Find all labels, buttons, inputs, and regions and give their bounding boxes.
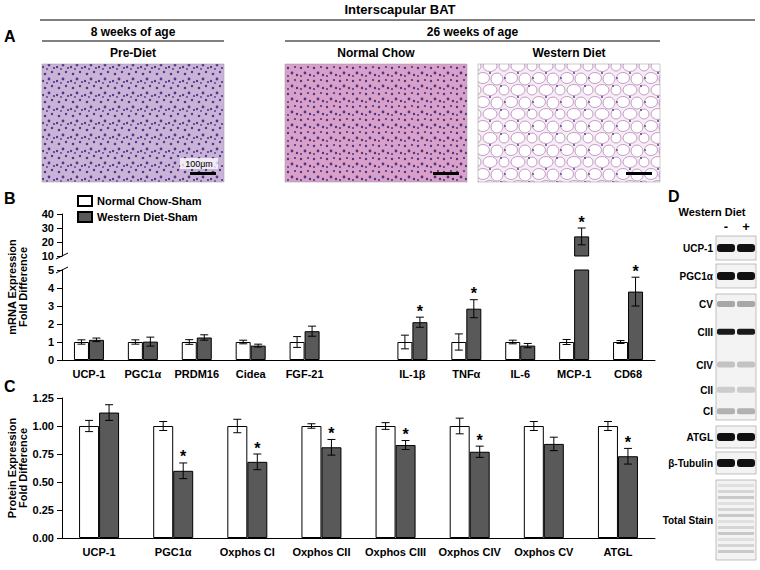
svg-text:20: 20: [42, 236, 54, 248]
svg-text:CI: CI: [703, 406, 713, 417]
svg-text:mRNA Expression: mRNA Expression: [5, 239, 18, 335]
svg-text:Oxphos CIII: Oxphos CIII: [365, 546, 426, 558]
svg-text:100μm: 100μm: [185, 159, 213, 169]
svg-text:10: 10: [42, 250, 54, 262]
svg-text:2: 2: [48, 318, 54, 330]
svg-text:CIV: CIV: [696, 360, 713, 371]
svg-text:0.25: 0.25: [33, 504, 54, 516]
svg-text:CIII: CIII: [697, 327, 713, 338]
svg-text:PGC1α: PGC1α: [155, 546, 192, 558]
svg-text:5: 5: [48, 264, 54, 276]
svg-text:+: +: [742, 219, 750, 234]
svg-text:PRDM16: PRDM16: [174, 368, 219, 380]
svg-text:CD68: CD68: [614, 368, 642, 380]
svg-text:A: A: [4, 28, 16, 45]
svg-text:*: *: [328, 425, 335, 442]
svg-text:PGC1α: PGC1α: [125, 368, 162, 380]
svg-text:Oxphos CI: Oxphos CI: [220, 546, 275, 558]
svg-text:26 weeks of age: 26 weeks of age: [427, 25, 519, 39]
svg-text:*: *: [477, 432, 484, 449]
svg-text:UCP-1: UCP-1: [83, 546, 116, 558]
svg-text:8 weeks of age: 8 weeks of age: [91, 25, 176, 39]
svg-text:*: *: [632, 263, 639, 280]
svg-text:*: *: [417, 303, 424, 320]
svg-text:Protein Expression: Protein Expression: [5, 417, 18, 519]
svg-text:PGC1α: PGC1α: [680, 271, 714, 282]
svg-text:CV: CV: [699, 299, 713, 310]
svg-text:CII: CII: [700, 385, 713, 396]
svg-text:UCP-1: UCP-1: [72, 368, 105, 380]
svg-text:Western Diet-Sham: Western Diet-Sham: [97, 211, 198, 223]
svg-text:1.25: 1.25: [33, 392, 54, 404]
svg-text:Pre-Diet: Pre-Diet: [110, 46, 156, 60]
svg-text:*: *: [402, 426, 409, 443]
svg-text:-: -: [724, 219, 728, 234]
svg-text:IL-6: IL-6: [510, 368, 530, 380]
svg-text:Western Diet: Western Diet: [678, 206, 745, 218]
svg-text:1: 1: [48, 336, 54, 348]
svg-text:IL-1β: IL-1β: [399, 368, 426, 380]
svg-text:MCP-1: MCP-1: [557, 368, 591, 380]
svg-text:Oxphos CII: Oxphos CII: [292, 546, 350, 558]
svg-text:*: *: [254, 440, 261, 457]
svg-text:β-Tubulin: β-Tubulin: [668, 458, 713, 469]
svg-text:1.00: 1.00: [33, 420, 54, 432]
svg-text:30: 30: [42, 222, 54, 234]
svg-text:B: B: [4, 190, 16, 207]
svg-text:*: *: [579, 214, 586, 231]
svg-text:ATGL: ATGL: [687, 432, 713, 443]
svg-text:TNFα: TNFα: [452, 368, 480, 380]
svg-text:3: 3: [48, 300, 54, 312]
svg-text:ATGL: ATGL: [603, 546, 632, 558]
svg-text:*: *: [180, 448, 187, 465]
svg-text:D: D: [668, 188, 680, 205]
svg-text:0: 0: [48, 354, 54, 366]
svg-text:40: 40: [42, 208, 54, 220]
svg-text:*: *: [625, 434, 632, 451]
svg-text:Fold Difference: Fold Difference: [17, 428, 29, 508]
svg-text:Total Stain: Total Stain: [663, 515, 713, 526]
svg-text:4: 4: [48, 282, 55, 294]
svg-text:0.50: 0.50: [33, 476, 54, 488]
svg-text:FGF-21: FGF-21: [286, 368, 324, 380]
svg-text:Normal Chow: Normal Chow: [337, 46, 415, 60]
svg-text:Cidea: Cidea: [236, 368, 267, 380]
svg-text:Normal Chow-Sham: Normal Chow-Sham: [97, 195, 202, 207]
svg-text:Oxphos CV: Oxphos CV: [514, 546, 574, 558]
svg-text:C: C: [4, 378, 16, 395]
svg-text:Fold Difference: Fold Difference: [17, 247, 29, 327]
svg-text:0.00: 0.00: [33, 532, 54, 544]
svg-text:Western Diet: Western Diet: [532, 46, 605, 60]
svg-text:0.75: 0.75: [33, 448, 54, 460]
svg-text:UCP-1: UCP-1: [683, 243, 713, 254]
svg-text:*: *: [471, 285, 478, 302]
svg-text:Interscapular BAT: Interscapular BAT: [344, 2, 455, 17]
svg-text:Oxphos CIV: Oxphos CIV: [439, 546, 502, 558]
